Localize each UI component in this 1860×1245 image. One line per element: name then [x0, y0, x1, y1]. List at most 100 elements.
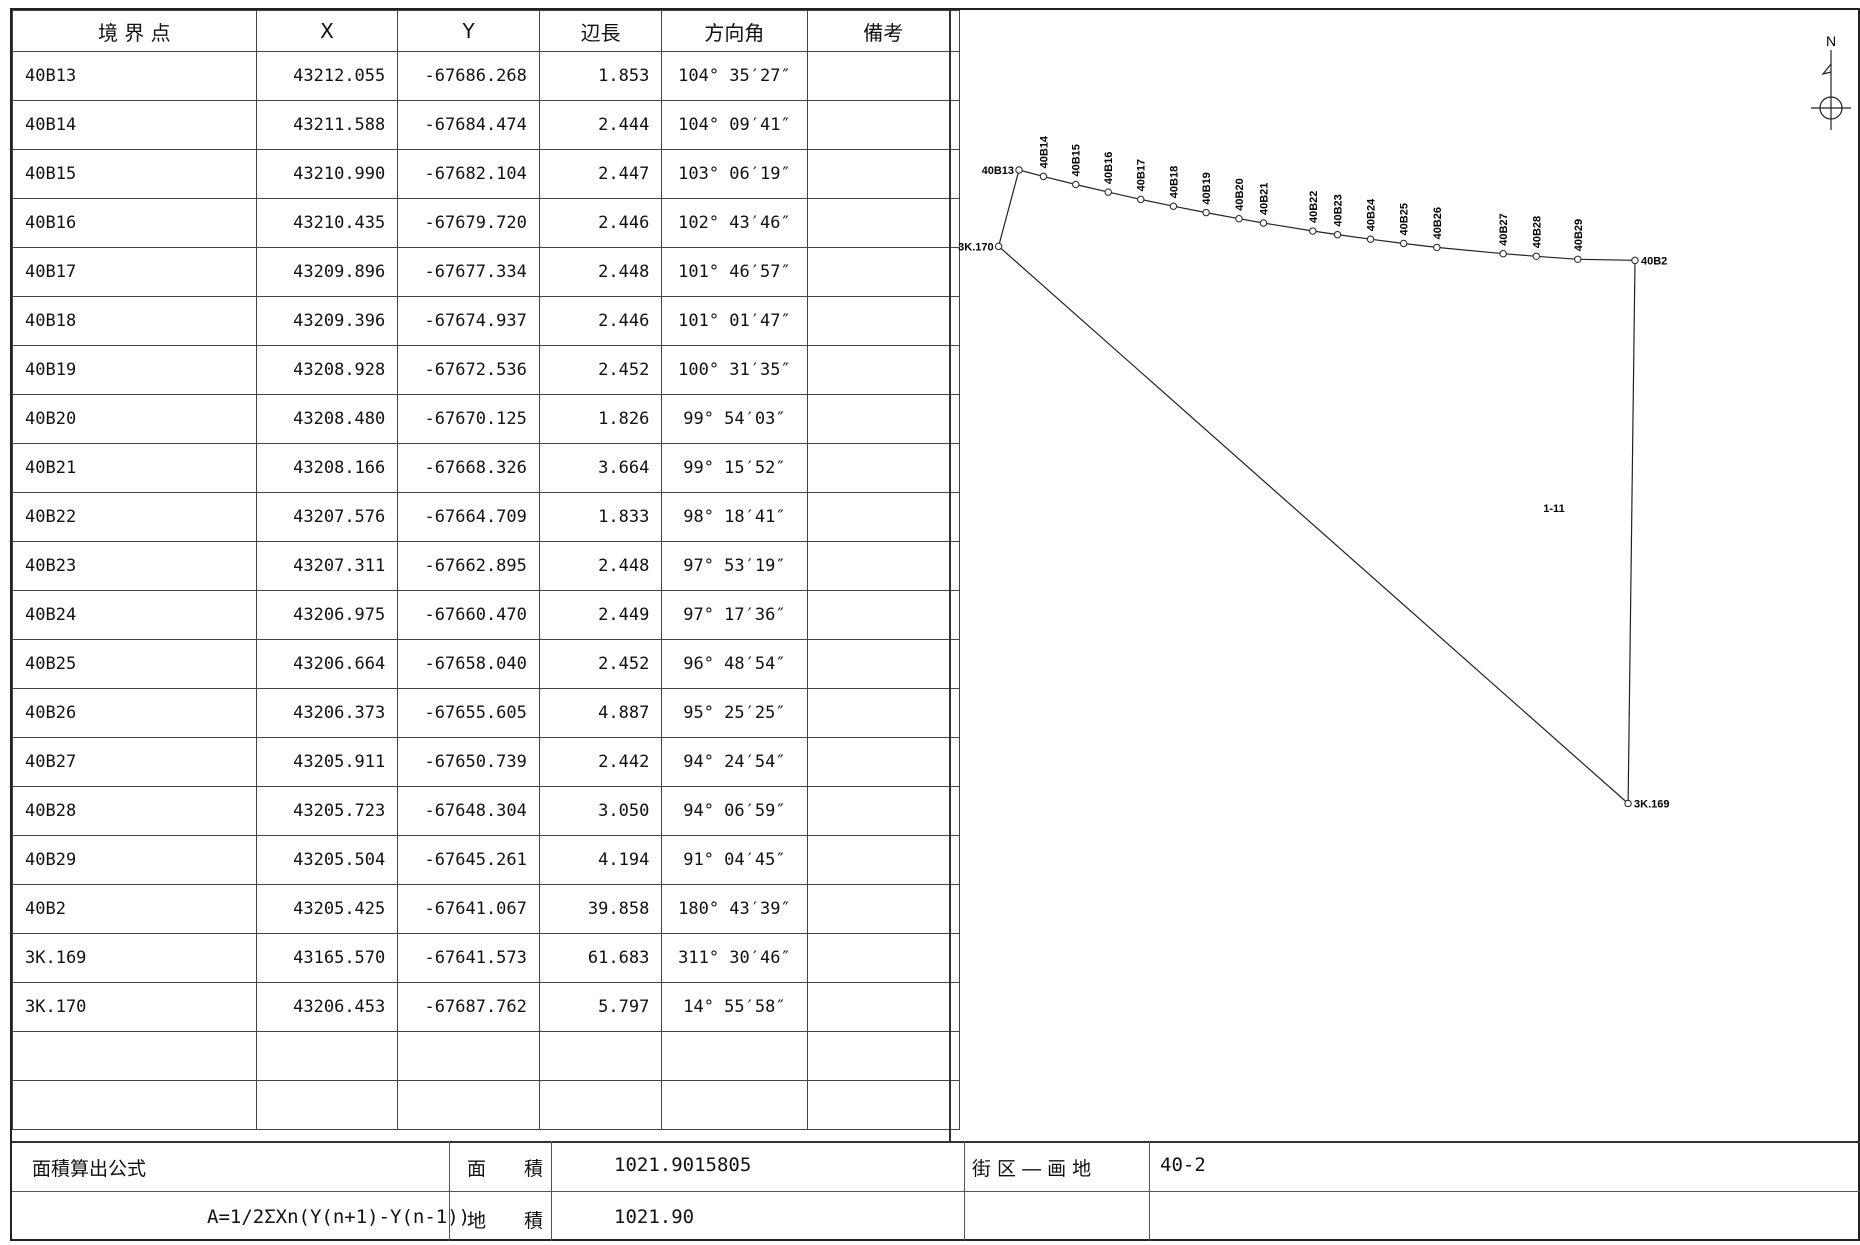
coordinate-table: 境 界 点 X Y 辺長 方向角 備考 40B13 43212.055 -67686…	[12, 10, 961, 1130]
point-label: 40B18	[1168, 166, 1180, 198]
boundary-marker	[1104, 188, 1112, 196]
cell-length	[538, 1031, 663, 1081]
boundary-marker	[1624, 799, 1632, 808]
cell-note	[806, 394, 961, 444]
cell-bearing: 98° 18′41″	[661, 492, 808, 542]
cell-note	[806, 51, 961, 101]
header-y: Y	[397, 10, 540, 52]
point-label: 40B28	[1531, 216, 1543, 248]
cell-note	[806, 590, 961, 640]
boundary-marker	[1309, 227, 1317, 235]
footer-row-divider	[12, 1191, 1860, 1192]
table-row: 40B13 43212.055 -67686.268 1.853 104° 35′27″	[12, 51, 961, 101]
boundary-marker	[994, 242, 1003, 251]
table-row: 40B16 43210.435 -67679.720 2.446 102° 43′46″	[12, 198, 961, 248]
cell-bearing: 95° 25′25″	[661, 688, 808, 738]
cell-note	[806, 492, 961, 542]
boundary-marker	[1137, 195, 1145, 204]
table-row: 40B20 43208.480 -67670.125 1.826 99° 54′03″	[12, 394, 961, 444]
cell-point: 40B21	[12, 443, 257, 493]
cell-bearing: 103° 06′19″	[661, 149, 808, 199]
boundary-marker	[1235, 215, 1243, 223]
cell-length: 2.452	[538, 345, 663, 395]
cell-length	[538, 1080, 663, 1130]
cell-y: -67682.104	[397, 149, 540, 199]
land-area-value: 1021.90	[614, 1206, 695, 1228]
cell-bearing	[661, 1080, 808, 1130]
cell-point: 40B16	[12, 198, 257, 248]
cell-y: -67641.573	[397, 933, 540, 983]
cell-y: -67679.720	[397, 198, 540, 248]
table-row: 40B14 43211.588 -67684.474 2.444 104° 09′41″	[12, 100, 961, 150]
table-row: 40B24 43206.975 -67660.470 2.449 97° 17′36″	[12, 590, 961, 640]
boundary-marker	[1333, 230, 1342, 239]
cell-y: -67655.605	[397, 688, 540, 738]
footer-divider	[12, 1141, 1860, 1143]
point-label: 40B21	[1258, 183, 1270, 215]
north-arrow-icon	[1821, 50, 1832, 82]
boundary-marker	[1072, 180, 1080, 189]
cell-y	[397, 1031, 540, 1081]
cell-note	[806, 933, 961, 983]
header-bearing: 方向角	[661, 10, 808, 52]
parcel-label: 1-11	[1543, 503, 1564, 515]
cell-length: 2.449	[538, 590, 663, 640]
cell-note	[806, 345, 961, 395]
point-label: 40B23	[1333, 194, 1345, 226]
cell-x: 43208.166	[255, 443, 399, 493]
cell-point: 40B20	[12, 394, 257, 444]
land-area-label: 地 積	[467, 1210, 544, 1232]
point-label: 40B25	[1399, 203, 1411, 235]
cell-note	[806, 100, 961, 150]
table-row: 40B19 43208.928 -67672.536 2.452 100° 31′35″	[12, 345, 961, 395]
cell-note	[806, 149, 961, 199]
parcel-boundary	[997, 169, 1636, 805]
area-value: 1021.9015805	[614, 1154, 752, 1176]
cell-bearing: 99° 54′03″	[661, 394, 808, 444]
table-row	[12, 1080, 961, 1130]
cell-y: -67674.937	[397, 296, 540, 346]
point-label: 40B26	[1432, 207, 1444, 239]
cell-x: 43207.311	[255, 541, 399, 591]
cell-y: -67662.895	[397, 541, 540, 591]
point-label: 40B17	[1136, 159, 1148, 191]
table-row: 40B17 43209.896 -67677.334 2.448 101° 46′57″	[12, 247, 961, 297]
cell-x: 43206.373	[255, 688, 399, 738]
cell-length: 61.683	[538, 933, 663, 983]
cell-note	[806, 1031, 961, 1081]
cell-x: 43206.664	[255, 639, 399, 689]
cell-bearing: 14° 55′58″	[661, 982, 808, 1032]
cell-y: -67641.067	[397, 884, 540, 934]
cell-bearing: 104° 09′41″	[661, 100, 808, 150]
cell-bearing: 96° 48′54″	[661, 639, 808, 689]
cell-note	[806, 786, 961, 836]
boundary-marker	[1499, 250, 1507, 258]
point-label: 3K.170	[958, 241, 993, 253]
cell-x: 43212.055	[255, 51, 399, 101]
boundary-marker	[1169, 202, 1178, 210]
boundary-marker	[1259, 219, 1268, 227]
cell-bearing: 97° 17′36″	[661, 590, 808, 640]
boundary-marker	[1532, 252, 1541, 260]
cell-note	[806, 443, 961, 493]
parcel-plot: 40B13 40B14 40B15 40B16 40B17 40B18 40B19 40B20…	[958, 33, 1851, 810]
cell-point: 40B26	[12, 688, 257, 738]
cell-x	[255, 1031, 399, 1081]
table-row: 40B25 43206.664 -67658.040 2.452 96° 48′54″	[12, 639, 961, 689]
cell-bearing: 101° 46′57″	[661, 247, 808, 297]
table-row: 40B27 43205.911 -67650.739 2.442 94° 24′54″	[12, 737, 961, 787]
survey-sheet: 境 界 点 X Y 辺長 方向角 備考 40B13 43212.055 -67686…	[10, 8, 1860, 1241]
cell-x: 43206.453	[255, 982, 399, 1032]
cell-point: 40B15	[12, 149, 257, 199]
cell-x: 43205.425	[255, 884, 399, 934]
cell-x: 43209.396	[255, 296, 399, 346]
header-note: 備考	[806, 10, 961, 52]
cell-note	[806, 296, 961, 346]
cell-note	[806, 688, 961, 738]
cell-bearing: 180° 43′39″	[661, 884, 808, 934]
cell-x: 43209.896	[255, 247, 399, 297]
block-value: 40-2	[1160, 1154, 1206, 1176]
cell-point: 40B17	[12, 247, 257, 297]
boundary-marker	[1574, 255, 1582, 263]
formula-label: 面積算出公式	[32, 1158, 147, 1180]
